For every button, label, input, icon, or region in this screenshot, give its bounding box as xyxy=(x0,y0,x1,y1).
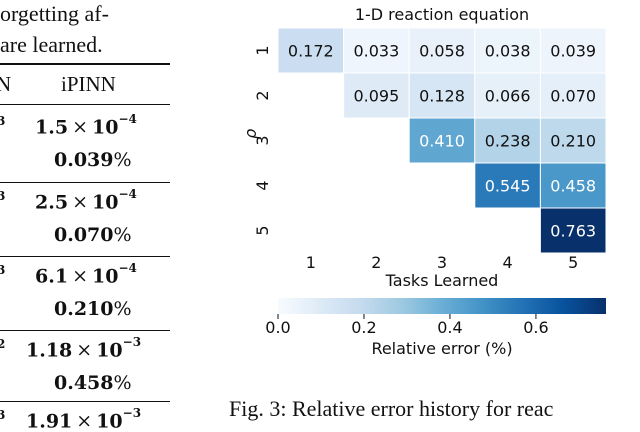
heatmap-cell xyxy=(474,27,541,74)
x-tick-labels: 1 2 3 4 5 xyxy=(306,253,579,272)
table-top-rule xyxy=(0,63,170,65)
heatmap-cell-label: 0.210 xyxy=(550,132,596,151)
table-cell-ipinn-value: 1.18 × 10−3 xyxy=(26,335,142,362)
heatmap-cell xyxy=(539,207,607,254)
y-tick-label: 1 xyxy=(253,45,272,55)
heatmap-cell-label: 0.763 xyxy=(550,222,596,241)
table-row-rule xyxy=(0,401,170,402)
y-tick-label: 4 xyxy=(253,180,272,190)
colorbar-ticks: 0.0 0.2 0.4 0.6 xyxy=(265,314,549,337)
table-header-rule xyxy=(0,104,170,105)
table-cell-prev-exponent: 3 xyxy=(0,114,6,128)
heatmap-cell xyxy=(474,117,541,164)
heatmap-cell xyxy=(408,27,476,74)
heatmap-cell xyxy=(408,117,476,164)
table-cell-ipinn-value: 6.1 × 10−4 xyxy=(35,261,137,288)
heatmap-cell-label: 0.039 xyxy=(550,42,596,61)
heatmap-cell-label: 0.038 xyxy=(485,42,531,61)
table-cell-prev-exponent: 3 xyxy=(0,189,6,203)
table-row-rule xyxy=(0,256,170,257)
chart-title: 1-D reaction equation xyxy=(355,5,529,24)
table-cell-prev-exponent: 3 xyxy=(0,263,6,277)
heatmap-cell-label: 0.066 xyxy=(485,87,531,106)
heatmap-cell-label: 0.410 xyxy=(419,132,465,151)
table-header-prev: N xyxy=(0,72,12,96)
table-row-rule xyxy=(0,182,170,183)
heatmap-cell-label: 0.033 xyxy=(353,42,399,61)
heatmap-cell-label: 0.545 xyxy=(485,177,531,196)
x-tick-label: 5 xyxy=(568,253,578,272)
colorbar-tick-label: 0.2 xyxy=(351,318,376,337)
heatmap-cell xyxy=(539,72,607,119)
table-cell-ipinn-percent: 0.070% xyxy=(54,224,132,246)
y-tick-label: 2 xyxy=(253,90,272,100)
paper-text-line-2: are learned. xyxy=(0,32,103,57)
heatmap-chart: 1-D reaction equation 0.172 0.033 0.058 0.0… xyxy=(241,5,607,358)
x-tick-label: 2 xyxy=(371,253,381,272)
paper-text-line-1: orgetting af- xyxy=(0,1,109,26)
heatmap-cell xyxy=(277,27,345,74)
table-cell-prev-exponent: 3 xyxy=(0,408,6,422)
heatmap-cell-label: 0.458 xyxy=(550,177,596,196)
heatmap-cell-label: 0.128 xyxy=(419,87,465,106)
heatmap-cell xyxy=(474,162,541,209)
table-row-rule xyxy=(0,330,170,331)
heatmap-cells: 0.172 0.033 0.058 0.038 0.039 0.095 0.128 0.066… xyxy=(277,27,607,254)
table-cell-ipinn-percent: 0.039% xyxy=(54,149,132,171)
y-tick-label: 3 xyxy=(253,135,272,145)
table-cell-ipinn-value: 1.91 × 10−3 xyxy=(26,406,142,432)
heatmap-cell-label: 0.172 xyxy=(288,42,334,61)
y-axis-label: ρ xyxy=(241,129,260,139)
heatmap-cell xyxy=(408,72,476,119)
table-header-ipinn: iPINN xyxy=(61,72,116,96)
colorbar-tick-label: 0.6 xyxy=(523,318,548,337)
y-tick-label: 5 xyxy=(253,225,272,235)
x-axis-label: Tasks Learned xyxy=(385,271,499,290)
colorbar-label: Relative error (%) xyxy=(371,339,512,358)
table-cell-prev-exponent: 2 xyxy=(0,337,6,351)
table-cell-ipinn-value: 2.5 × 10−4 xyxy=(35,187,137,214)
table-cell-ipinn-percent: 0.458% xyxy=(54,372,132,394)
heatmap-cell xyxy=(539,117,607,164)
colorbar xyxy=(278,298,606,314)
colorbar-tick-label: 0.4 xyxy=(437,318,462,337)
heatmap-cell-label: 0.070 xyxy=(550,87,596,106)
heatmap-cell-label: 0.238 xyxy=(485,132,531,151)
heatmap-cell xyxy=(343,72,410,119)
y-tick-labels: 1 2 3 4 5 xyxy=(253,45,272,235)
table-cell-ipinn-percent: 0.210% xyxy=(54,298,132,320)
heatmap-cell xyxy=(539,162,607,209)
x-tick-label: 4 xyxy=(503,253,513,272)
x-tick-label: 1 xyxy=(306,253,316,272)
heatmap-cell-label: 0.095 xyxy=(353,87,399,106)
colorbar-tick-label: 0.0 xyxy=(265,318,290,337)
x-tick-label: 3 xyxy=(437,253,447,272)
table-cell-ipinn-value: 1.5 × 10−4 xyxy=(35,112,137,139)
heatmap-cell xyxy=(539,27,607,74)
heatmap-cell-label: 0.058 xyxy=(419,42,465,61)
figure-caption: Fig. 3: Relative error history for reac xyxy=(229,396,554,421)
